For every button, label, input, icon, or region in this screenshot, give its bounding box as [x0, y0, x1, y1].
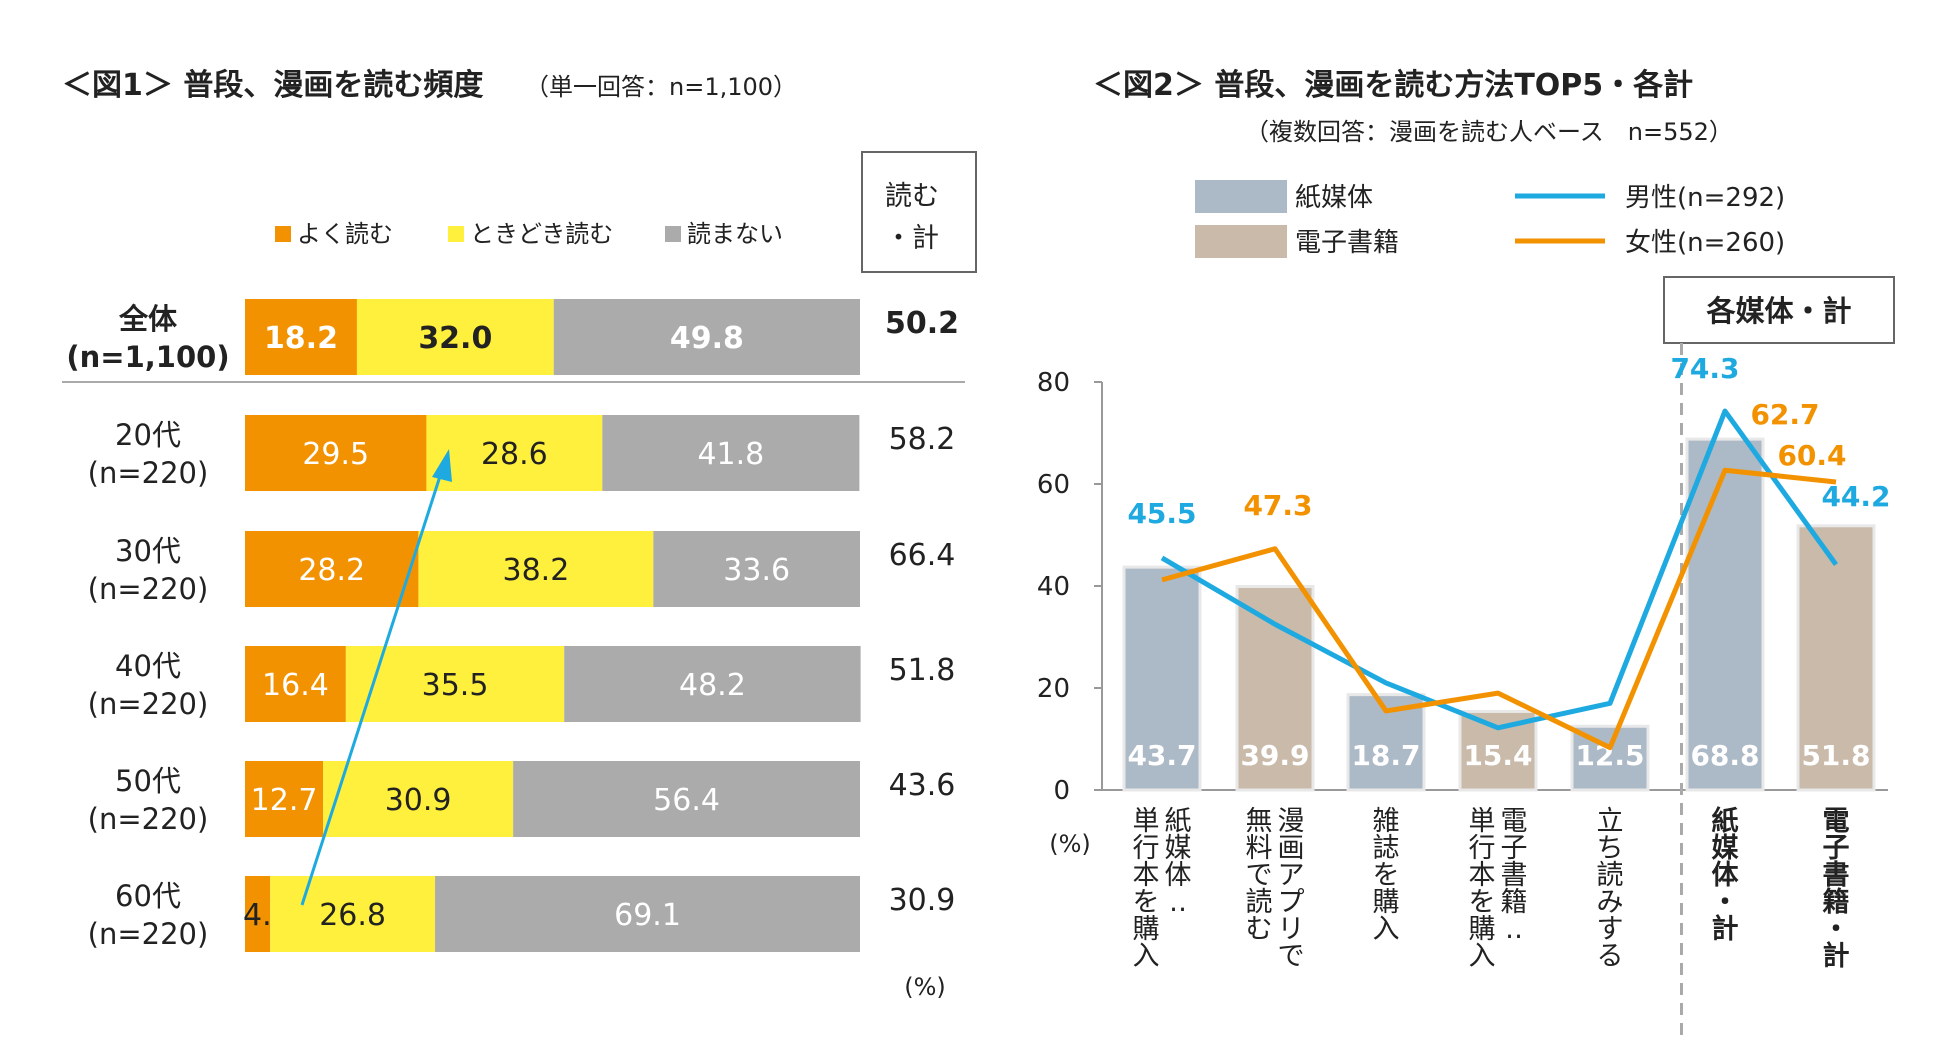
total-header-box: [861, 151, 977, 273]
trend-arrow-head: [432, 449, 452, 482]
bar-label-3-2: 48.2: [679, 668, 746, 703]
trend-arrow: [300, 449, 452, 906]
row-label-4-line2: (n=220): [88, 802, 209, 836]
bar-label-1-1: 28.6: [481, 437, 548, 472]
legend-swatch-1: [448, 226, 464, 242]
bar-seg-2-0: [245, 531, 419, 607]
bar-label-1-0: 29.5: [302, 437, 369, 472]
bar-seg-3-2: [564, 646, 861, 722]
bar-seg-0-2: [553, 299, 860, 375]
total-header-line1: 読む: [885, 181, 939, 212]
bar-label-4-0: 12.7: [251, 783, 318, 818]
chart1-legend: よく読む ときどき読む 読まない: [275, 220, 783, 248]
total-value-0: 50.2: [885, 306, 959, 341]
bar-seg-0-1: [356, 299, 554, 375]
row-label-4-line1: 50代: [115, 764, 181, 798]
bar-seg-4-2: [513, 761, 860, 837]
total-value-1: 58.2: [889, 422, 956, 457]
bar-seg-1-0: [245, 415, 427, 491]
chart1-unit: (%): [904, 973, 946, 1001]
chart1-rows: 全体 (n=1,100) 18.2 32.0 49.8 50.2 20代 (n=220) 29.…: [66, 299, 959, 952]
bar-label-2-0: 28.2: [298, 553, 365, 588]
bar-seg-1-1: [426, 415, 603, 491]
bar-label-2-2: 33.6: [723, 553, 790, 588]
trend-arrow-shaft: [300, 469, 444, 906]
row-label-1-line1: 20代: [115, 418, 181, 452]
bar-label-5-1: 26.8: [319, 898, 386, 933]
bar-label-3-0: 16.4: [262, 668, 329, 703]
bar-seg-5-0: [245, 876, 271, 952]
bar-seg-4-0: [245, 761, 324, 837]
row-label-0-line1: 全体: [118, 302, 178, 336]
bar-seg-4-1: [323, 761, 514, 837]
bar-label-4-2: 56.4: [653, 783, 720, 818]
bar-label-0-1: 32.0: [418, 321, 492, 356]
bar-seg-5-2: [435, 876, 860, 952]
chart1-title: ＜図1＞ 普段、漫画を読む頻度: [62, 68, 483, 103]
bar-label-0-0: 18.2: [264, 321, 338, 356]
total-value-4: 43.6: [889, 768, 956, 803]
total-value-3: 51.8: [889, 653, 956, 688]
total-value-2: 66.4: [889, 538, 956, 573]
bar-label-0-2: 49.8: [670, 321, 744, 356]
bar-label-1-2: 41.8: [697, 437, 764, 472]
legend-label-1: ときどき読む: [470, 220, 613, 248]
bar-label-2-1: 38.2: [502, 553, 569, 588]
total-header-line2: ・計: [885, 223, 939, 254]
legend-swatch-0: [275, 226, 291, 242]
row-label-5-line1: 60代: [115, 879, 181, 913]
chart1-subtitle: （単一回答：n=1,100）: [525, 73, 797, 101]
row-label-3-line2: (n=220): [88, 687, 209, 721]
legend-swatch-2: [665, 226, 681, 242]
bar-seg-1-2: [602, 415, 860, 491]
bar-seg-3-0: [245, 646, 346, 722]
total-value-5: 30.9: [889, 883, 956, 918]
row-label-5-line2: (n=220): [88, 917, 209, 951]
bar-seg-2-1: [418, 531, 654, 607]
bar-label-5-2: 69.1: [614, 898, 681, 933]
bar-seg-5-1: [270, 876, 436, 952]
row-label-3-line1: 40代: [115, 649, 181, 683]
legend-label-2: 読まない: [687, 220, 783, 248]
row-label-2-line1: 30代: [115, 534, 181, 568]
row-label-2-line2: (n=220): [88, 572, 209, 606]
bar-label-3-1: 35.5: [422, 668, 489, 703]
row-label-1-line2: (n=220): [88, 456, 209, 490]
bar-seg-2-2: [653, 531, 860, 607]
bar-seg-0-0: [245, 299, 357, 375]
bar-label-4-1: 30.9: [385, 783, 452, 818]
legend-label-0: よく読む: [297, 220, 393, 248]
row-label-0-line2: (n=1,100): [66, 340, 229, 374]
